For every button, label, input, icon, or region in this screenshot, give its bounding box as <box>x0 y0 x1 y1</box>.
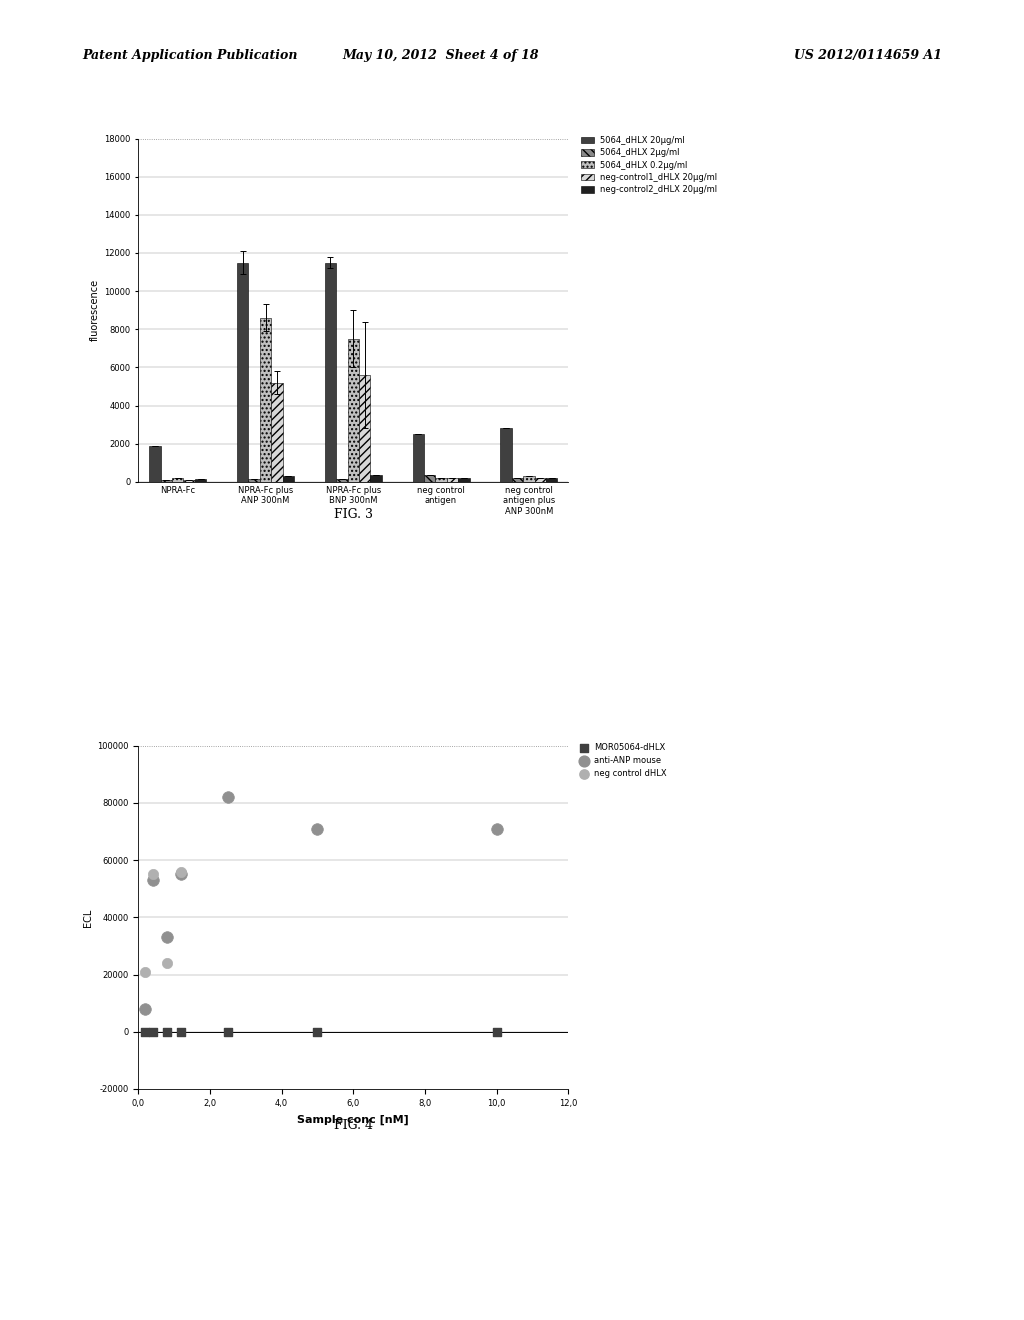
MOR05064-dHLX <box>144 1020 161 1041</box>
anti-ANP mouse <box>144 870 161 891</box>
anti-ANP mouse <box>488 818 505 840</box>
Bar <box>237 263 249 482</box>
MOR05064-dHLX <box>137 1020 154 1041</box>
Bar <box>325 263 336 482</box>
Legend: 5064_dHLX 20µg/ml, 5064_dHLX 2µg/ml, 5064_dHLX 0.2µg/ml, neg-control1_dHLX 20µg/: 5064_dHLX 20µg/ml, 5064_dHLX 2µg/ml, 506… <box>581 136 718 194</box>
neg control dHLX <box>144 863 161 884</box>
anti-ANP mouse <box>309 818 326 840</box>
Bar <box>424 475 435 482</box>
anti-ANP mouse <box>159 927 175 948</box>
Bar <box>150 446 161 482</box>
Text: FIG. 4: FIG. 4 <box>334 1119 373 1133</box>
Bar <box>283 477 294 482</box>
Bar <box>347 339 359 482</box>
Bar <box>195 479 206 482</box>
neg control dHLX <box>137 961 154 982</box>
MOR05064-dHLX <box>219 1020 236 1041</box>
anti-ANP mouse <box>219 787 236 808</box>
Bar <box>523 477 535 482</box>
Y-axis label: fluorescence: fluorescence <box>90 279 100 342</box>
X-axis label: Sample conc [nM]: Sample conc [nM] <box>297 1114 410 1125</box>
Bar <box>446 478 458 482</box>
Bar <box>359 375 371 482</box>
MOR05064-dHLX <box>488 1020 505 1041</box>
Bar <box>271 383 283 482</box>
Text: US 2012/0114659 A1: US 2012/0114659 A1 <box>794 49 942 62</box>
Bar <box>172 478 183 482</box>
Y-axis label: ECL: ECL <box>83 908 93 927</box>
anti-ANP mouse <box>137 998 154 1019</box>
neg control dHLX <box>173 861 189 882</box>
Legend: MOR05064-dHLX, anti-ANP mouse, neg control dHLX: MOR05064-dHLX, anti-ANP mouse, neg contr… <box>581 743 667 779</box>
Text: May 10, 2012  Sheet 4 of 18: May 10, 2012 Sheet 4 of 18 <box>342 49 539 62</box>
Bar <box>501 429 512 482</box>
Bar <box>161 479 172 482</box>
Text: Patent Application Publication: Patent Application Publication <box>82 49 297 62</box>
Bar <box>458 478 470 482</box>
Bar <box>336 479 347 482</box>
Text: FIG. 3: FIG. 3 <box>334 508 373 521</box>
anti-ANP mouse <box>173 863 189 884</box>
Bar <box>371 475 382 482</box>
Bar <box>183 480 195 482</box>
Bar <box>413 434 424 482</box>
MOR05064-dHLX <box>159 1020 175 1041</box>
Bar <box>512 478 523 482</box>
MOR05064-dHLX <box>309 1020 326 1041</box>
Bar <box>435 478 446 482</box>
neg control dHLX <box>159 953 175 974</box>
Bar <box>260 318 271 482</box>
Bar <box>535 478 546 482</box>
Bar <box>546 478 557 482</box>
Bar <box>249 479 260 482</box>
MOR05064-dHLX <box>173 1020 189 1041</box>
